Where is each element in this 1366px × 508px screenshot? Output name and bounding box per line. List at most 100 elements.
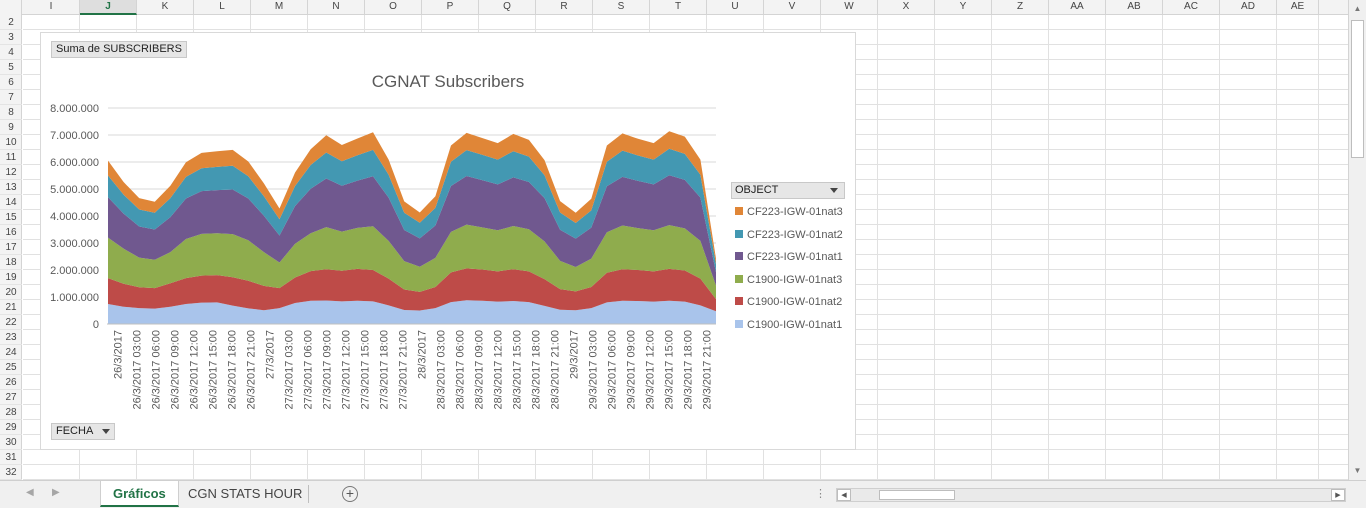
row-header-20[interactable]: 20 (0, 285, 22, 300)
scroll-down-icon[interactable]: ▼ (1353, 466, 1362, 475)
legend-label: CF223-IGW-01nat3 (747, 206, 843, 218)
legend-swatch (735, 252, 743, 261)
column-header-z[interactable]: Z (992, 0, 1049, 15)
row-header-3[interactable]: 3 (0, 30, 22, 45)
grid-line-vertical (1105, 15, 1106, 480)
row-header-6[interactable]: 6 (0, 75, 22, 90)
tab-graficos[interactable]: Gráficos (100, 481, 179, 507)
row-header-14[interactable]: 14 (0, 195, 22, 210)
column-header-r[interactable]: R (536, 0, 593, 15)
row-header-9[interactable]: 9 (0, 120, 22, 135)
column-header-q[interactable]: Q (479, 0, 536, 15)
row-header-7[interactable]: 7 (0, 90, 22, 105)
vertical-scrollbar[interactable]: ▲ ▼ (1348, 0, 1366, 480)
column-header-u[interactable]: U (707, 0, 764, 15)
x-tick-label: 26/3/2017 18:00 (227, 330, 239, 410)
row-header-23[interactable]: 23 (0, 330, 22, 345)
row-header-30[interactable]: 30 (0, 435, 22, 450)
column-header-x[interactable]: X (878, 0, 935, 15)
legend-field-button[interactable]: OBJECT (731, 182, 845, 199)
vertical-scroll-thumb[interactable] (1351, 20, 1364, 158)
legend-swatch (735, 297, 743, 306)
row-header-12[interactable]: 12 (0, 165, 22, 180)
column-header-i[interactable]: I (23, 0, 80, 15)
row-header-5[interactable]: 5 (0, 60, 22, 75)
legend-item[interactable]: C1900-IGW-01nat3 (735, 273, 842, 287)
row-header-28[interactable]: 28 (0, 405, 22, 420)
pivot-chart[interactable]: CGNAT Subscribers 0 1.000.000 2.000.000 3.0… (40, 32, 856, 450)
scroll-up-icon[interactable]: ▲ (1353, 4, 1362, 13)
row-header-29[interactable]: 29 (0, 420, 22, 435)
row-header-24[interactable]: 24 (0, 345, 22, 360)
x-tick-label: 29/3/2017 03:00 (588, 330, 600, 410)
grid-line-vertical (1048, 15, 1049, 480)
x-tick-label: 28/3/2017 15:00 (512, 330, 524, 410)
row-header-8[interactable]: 8 (0, 105, 22, 120)
column-header-w[interactable]: W (821, 0, 878, 15)
y-tick-label: 6.000.000 (50, 157, 99, 169)
area-series-cf223-igw-01nat3 (108, 131, 716, 265)
column-header-aa[interactable]: AA (1049, 0, 1106, 15)
column-header-j[interactable]: J (80, 0, 137, 15)
column-header-p[interactable]: P (422, 0, 479, 15)
column-header-row: I J K L M N O P Q R S T U V W X Y Z AA AB AC AD AE (0, 0, 1348, 15)
x-tick-label: 29/3/2017 18:00 (683, 330, 695, 410)
x-tick-label: 26/3/2017 06:00 (151, 330, 163, 410)
column-header-l[interactable]: L (194, 0, 251, 15)
row-header-17[interactable]: 17 (0, 240, 22, 255)
column-header-ad[interactable]: AD (1220, 0, 1277, 15)
value-field-button[interactable]: Suma de SUBSCRIBERS (51, 41, 187, 58)
column-header-ae[interactable]: AE (1277, 0, 1319, 15)
scroll-right-icon[interactable]: ▶ (1331, 489, 1345, 501)
prev-sheet-icon[interactable]: ◀ (26, 487, 34, 498)
row-header-18[interactable]: 18 (0, 255, 22, 270)
tab-cgn-stats-hour[interactable]: CGN STATS HOUR (188, 486, 303, 501)
legend-item[interactable]: CF223-IGW-01nat1 (735, 250, 843, 264)
x-tick-label: 28/3/2017 03:00 (436, 330, 448, 410)
row-header-32[interactable]: 32 (0, 465, 22, 480)
column-header-k[interactable]: K (137, 0, 194, 15)
legend-item[interactable]: CF223-IGW-01nat3 (735, 205, 843, 219)
column-header-n[interactable]: N (308, 0, 365, 15)
row-header-19[interactable]: 19 (0, 270, 22, 285)
axis-field-button[interactable]: FECHA (51, 423, 115, 440)
row-header-22[interactable]: 22 (0, 315, 22, 330)
next-sheet-icon[interactable]: ▶ (52, 487, 60, 498)
row-header-25[interactable]: 25 (0, 360, 22, 375)
add-sheet-icon[interactable]: + (342, 486, 358, 502)
row-header-10[interactable]: 10 (0, 135, 22, 150)
column-header-ac[interactable]: AC (1163, 0, 1220, 15)
row-header-2[interactable]: 2 (0, 15, 22, 30)
y-tick-label: 4.000.000 (50, 211, 99, 223)
row-header-27[interactable]: 27 (0, 390, 22, 405)
area-series-cf223-igw-01nat2 (108, 148, 716, 273)
row-header-16[interactable]: 16 (0, 225, 22, 240)
row-header-15[interactable]: 15 (0, 210, 22, 225)
legend-item[interactable]: CF223-IGW-01nat2 (735, 228, 843, 242)
grid-line-vertical (1276, 15, 1277, 480)
row-header-11[interactable]: 11 (0, 150, 22, 165)
grid-line-vertical (934, 15, 935, 480)
select-all-corner[interactable] (0, 0, 22, 15)
column-header-o[interactable]: O (365, 0, 422, 15)
row-header-13[interactable]: 13 (0, 180, 22, 195)
legend-field-label: OBJECT (735, 184, 779, 196)
row-header-26[interactable]: 26 (0, 375, 22, 390)
column-header-ab[interactable]: AB (1106, 0, 1163, 15)
column-header-m[interactable]: M (251, 0, 308, 15)
row-header-21[interactable]: 21 (0, 300, 22, 315)
column-header-s[interactable]: S (593, 0, 650, 15)
scroll-left-icon[interactable]: ◀ (837, 489, 851, 501)
legend-item[interactable]: C1900-IGW-01nat1 (735, 318, 842, 332)
chart-title: CGNAT Subscribers (372, 72, 524, 91)
horizontal-scrollbar[interactable]: ◀ ▶ (836, 488, 1346, 502)
column-header-v[interactable]: V (764, 0, 821, 15)
row-header-31[interactable]: 31 (0, 450, 22, 465)
horizontal-scroll-thumb[interactable] (879, 490, 955, 500)
column-header-y[interactable]: Y (935, 0, 992, 15)
column-header-t[interactable]: T (650, 0, 707, 15)
split-handle-icon[interactable]: ⋮ (815, 488, 826, 500)
legend-item[interactable]: C1900-IGW-01nat2 (735, 295, 842, 309)
row-header-4[interactable]: 4 (0, 45, 22, 60)
x-axis-tick-labels: 26/3/2017 26/3/2017 03:00 26/3/2017 06:00 2… (113, 330, 714, 410)
